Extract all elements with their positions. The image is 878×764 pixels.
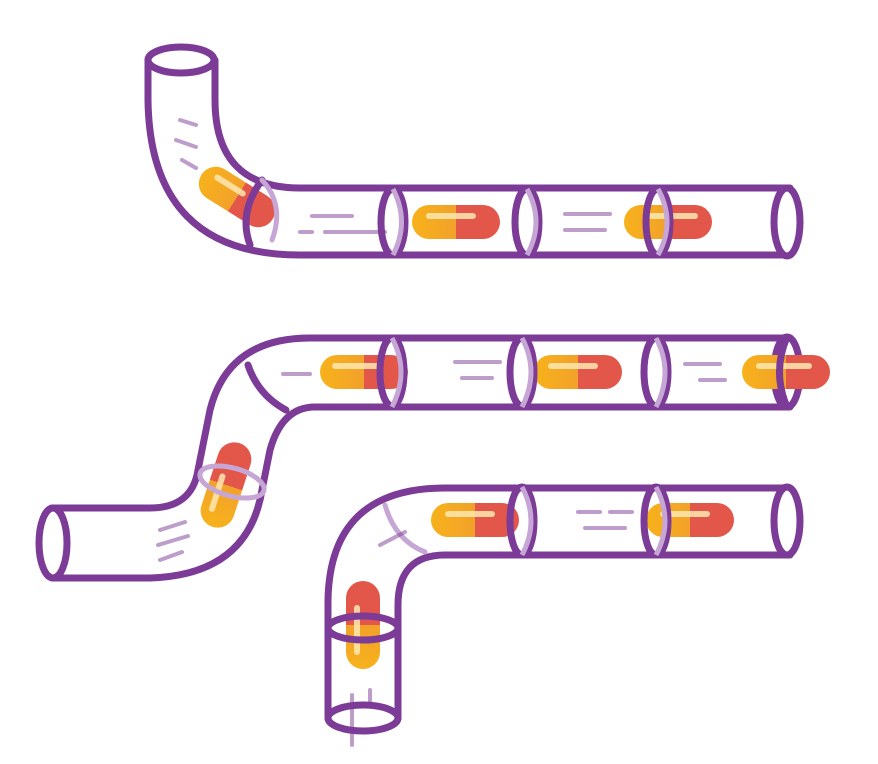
pipe-joint-ring xyxy=(244,361,290,414)
middle-pipe-left-opening xyxy=(35,504,71,582)
pipe-joint-ring-back xyxy=(653,336,668,409)
pipe-joint-ring-back xyxy=(389,336,404,409)
pipe-joint-ring xyxy=(324,612,402,644)
capsule xyxy=(431,503,519,537)
capsule xyxy=(346,581,380,669)
capsule xyxy=(742,355,830,389)
pipe-joint-ring-back xyxy=(519,485,534,557)
middle-s-pipe xyxy=(35,333,830,582)
lower-elbow-pipe xyxy=(324,483,804,747)
pipe-joint-ring-back xyxy=(390,187,404,257)
pipe-joint-ring-back xyxy=(519,336,534,409)
pipe-joint-ring-back xyxy=(524,187,539,257)
motion-lines xyxy=(156,360,727,562)
middle-pipe-body xyxy=(48,334,794,582)
capsule xyxy=(534,355,622,389)
pipe-joint-ring-back xyxy=(655,187,670,257)
pipe-joint-ring xyxy=(197,463,267,501)
motion-lines xyxy=(350,510,634,747)
upper-pipe-body xyxy=(144,56,794,259)
pipe-joint-ring-back xyxy=(259,177,280,243)
capsule xyxy=(198,166,276,228)
capsule xyxy=(412,205,500,239)
pipe-opening-rim-front xyxy=(776,335,791,409)
pipe-joint-ring-back xyxy=(653,485,668,557)
upper-elbow-pipe xyxy=(144,43,804,260)
pipe-joint-ring xyxy=(242,176,266,249)
upper-pipe-right-opening xyxy=(770,184,804,260)
lower-pipe-body xyxy=(324,484,794,722)
motion-lines xyxy=(174,118,612,234)
upper-pipe-top-opening xyxy=(144,43,218,77)
lower-pipe-right-opening xyxy=(770,483,804,559)
capsule xyxy=(320,355,408,389)
lower-pipe-bottom-opening xyxy=(324,701,402,735)
capsule xyxy=(646,503,734,537)
